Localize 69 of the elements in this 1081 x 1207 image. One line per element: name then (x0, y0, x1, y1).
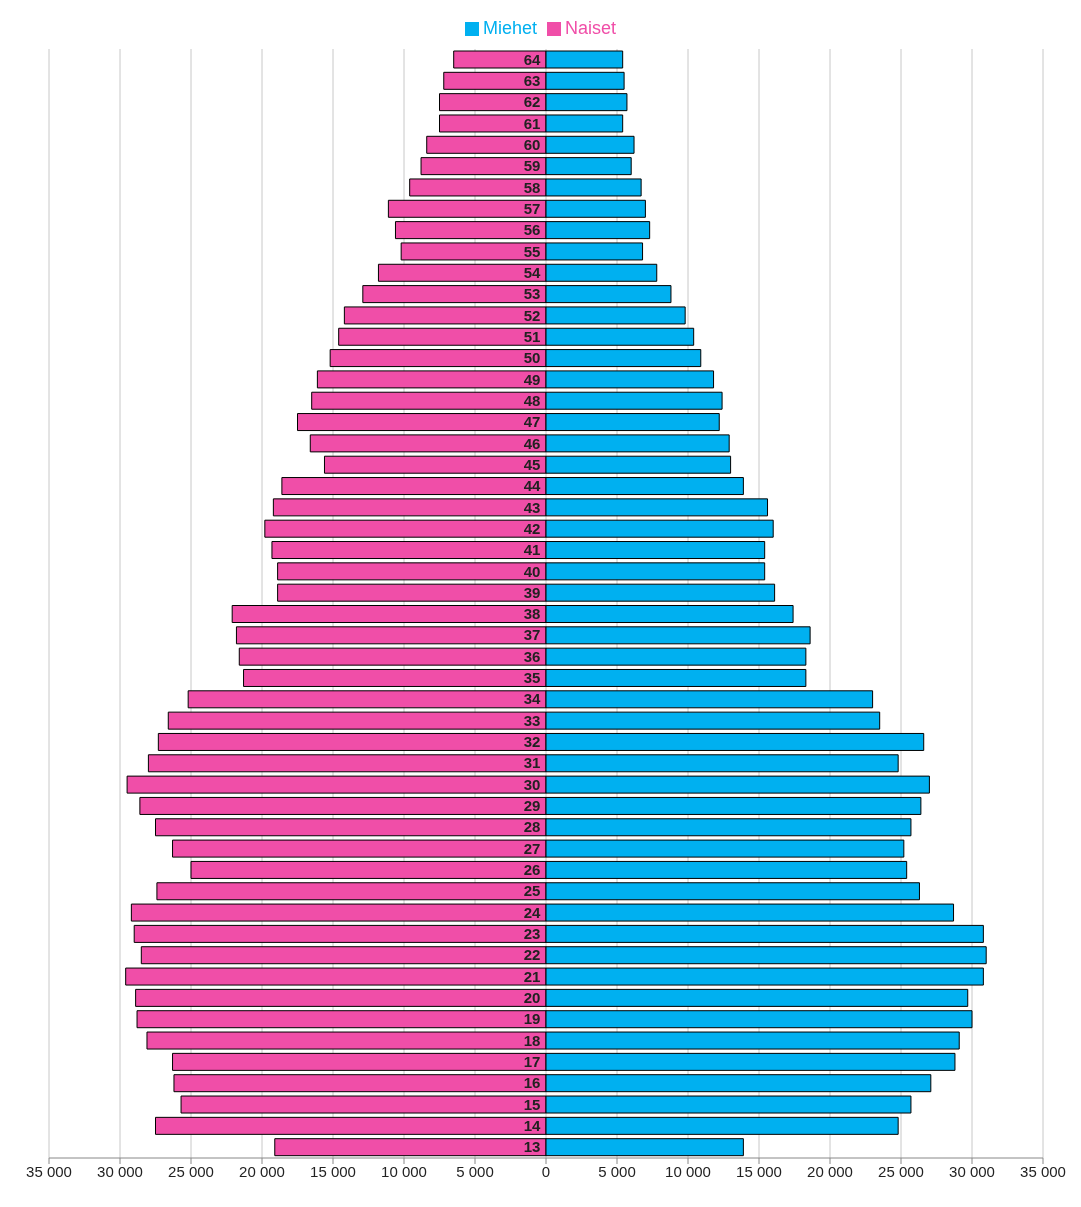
y-tick-label: 61 (523, 114, 541, 132)
y-tick-label: 60 (523, 135, 541, 153)
y-tick-label: 46 (523, 434, 541, 452)
y-tick-label: 40 (523, 562, 541, 580)
y-tick-label: 51 (523, 327, 541, 345)
y-tick-label: 14 (523, 1117, 541, 1135)
x-tick-label: 5 000 (456, 1162, 494, 1180)
y-tick-label: 50 (523, 349, 541, 367)
y-tick-label: 64 (523, 50, 541, 68)
y-tick-label: 58 (523, 178, 541, 196)
y-tick-label: 15 (523, 1095, 541, 1113)
x-tick-label: 15 000 (310, 1162, 356, 1180)
x-tick-label: 5 000 (598, 1162, 636, 1180)
y-tick-label: 25 (523, 882, 541, 900)
y-tick-label: 57 (523, 199, 541, 217)
y-tick-label: 17 (523, 1053, 541, 1071)
x-tick-label: 30 000 (97, 1162, 143, 1180)
y-tick-label: 24 (523, 903, 541, 921)
x-tick-label: 35 000 (26, 1162, 72, 1180)
y-tick-label: 23 (523, 925, 541, 943)
y-tick-label: 34 (523, 690, 541, 708)
y-tick-label: 52 (523, 306, 541, 324)
legend-label: Miehet (482, 18, 537, 38)
y-tick-label: 54 (523, 263, 541, 281)
y-tick-label: 56 (523, 221, 541, 239)
y-tick-label: 28 (523, 818, 541, 836)
y-tick-label: 63 (523, 71, 541, 89)
y-tick-label: 49 (523, 370, 541, 388)
y-tick-label: 43 (523, 498, 541, 516)
y-tick-label: 39 (523, 583, 541, 601)
y-tick-label: 21 (523, 967, 541, 985)
y-tick-label: 32 (523, 733, 541, 751)
y-tick-label: 37 (523, 626, 541, 644)
y-tick-label: 13 (523, 1138, 541, 1156)
y-tick-label: 36 (523, 647, 541, 665)
y-tick-label: 18 (523, 1031, 541, 1049)
y-tick-label: 26 (523, 861, 541, 879)
y-tick-label: 48 (523, 391, 541, 409)
y-tick-label: 27 (523, 839, 541, 857)
y-tick-label: 29 (523, 797, 541, 815)
y-tick-label: 16 (523, 1074, 541, 1092)
y-tick-label: 44 (523, 477, 541, 495)
y-tick-label: 45 (523, 455, 541, 473)
y-tick-label: 59 (523, 157, 541, 175)
x-tick-label: 20 000 (239, 1162, 285, 1180)
y-tick-label: 53 (523, 285, 541, 303)
y-tick-label: 55 (523, 242, 541, 260)
x-tick-label: 0 (541, 1162, 551, 1180)
x-tick-label: 20 000 (807, 1162, 853, 1180)
y-tick-label: 30 (523, 775, 541, 793)
x-tick-label: 35 000 (1020, 1162, 1066, 1180)
y-tick-label: 20 (523, 989, 541, 1007)
legend-label: Naiset (565, 18, 617, 38)
x-tick-label: 10 000 (665, 1162, 711, 1180)
y-tick-label: 33 (523, 711, 541, 729)
y-tick-label: 42 (523, 519, 541, 537)
y-tick-label: 22 (523, 946, 541, 964)
y-tick-label: 19 (523, 1010, 541, 1028)
y-tick-label: 47 (523, 413, 541, 431)
x-tick-label: 10 000 (381, 1162, 427, 1180)
y-tick-label: 38 (523, 605, 541, 623)
y-tick-label: 35 (523, 669, 541, 687)
x-tick-label: 30 000 (949, 1162, 995, 1180)
x-tick-label: 25 000 (168, 1162, 214, 1180)
y-tick-label: 41 (523, 541, 541, 559)
x-tick-label: 15 000 (736, 1162, 782, 1180)
x-tick-label: 25 000 (878, 1162, 924, 1180)
y-tick-label: 31 (523, 754, 541, 772)
y-tick-label: 62 (523, 93, 541, 111)
